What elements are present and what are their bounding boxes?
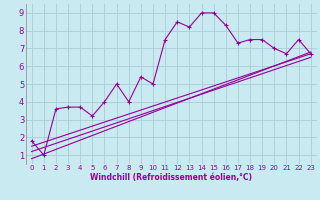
X-axis label: Windchill (Refroidissement éolien,°C): Windchill (Refroidissement éolien,°C) bbox=[90, 173, 252, 182]
